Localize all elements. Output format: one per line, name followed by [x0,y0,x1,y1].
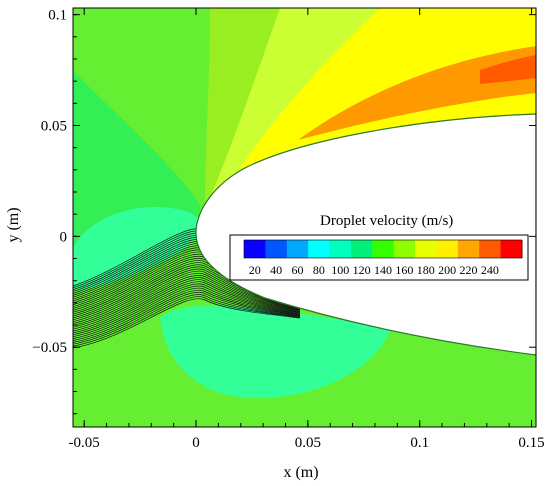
x-tick-label: 0 [192,435,200,451]
legend-labels: 20 40 60 80 100 120 140 160 180 200 220 240 [249,263,499,277]
field-upper-core-edge [480,55,536,84]
field-stagnation-bubble [73,206,202,290]
legend-swatch [372,240,395,258]
droplet-trajectory [73,291,301,343]
droplet-trajectory [73,283,301,336]
droplet-trajectory [73,289,301,341]
y-tick-label: 0 [60,229,68,245]
x-tick-label: 0.1 [410,435,429,451]
y-axis: −0.05 0 0.05 0.1 [32,8,536,415]
field-upper-band-3 [240,8,536,168]
droplet-trajectory [73,298,301,349]
y-tick-label: 0.05 [41,118,67,134]
droplet-trajectory [73,294,301,345]
legend-label: 20 [249,263,261,277]
legend: Droplet velocity (m/s) 20 40 60 80 100 120 140… [229,213,529,281]
legend-label: 80 [313,263,325,277]
legend-swatch [500,240,523,258]
droplet-trajectory [73,272,301,326]
droplet-trajectory [73,281,301,334]
droplet-trajectory [73,296,301,347]
legend-swatch [265,240,288,258]
x-axis: -0.05 0 0.05 0.1 0.15 [69,8,545,451]
x-tick-label: 0.15 [518,435,544,451]
legend-label: 60 [291,263,303,277]
legend-label: 220 [460,263,478,277]
y-tick-label: −0.05 [32,340,67,356]
plot-frame [72,7,537,428]
legend-label: 40 [270,263,282,277]
velocity-field [73,8,536,427]
legend-title: Droplet velocity (m/s) [320,213,453,229]
legend-label: 200 [438,263,456,277]
legend-swatch [436,240,459,258]
legend-swatch [244,240,266,258]
droplet-trajectory [73,275,301,328]
legend-label: 160 [395,263,413,277]
droplet-trajectory [73,279,301,332]
legend-label: 140 [374,263,392,277]
x-tick-label: 0.05 [295,435,321,451]
legend-swatch [286,240,309,258]
legend-swatches [243,239,523,259]
droplet-trajectory [73,266,301,321]
legend-label: 240 [481,263,499,277]
droplet-trajectory [73,270,301,324]
legend-label: 180 [417,263,435,277]
droplet-trajectory [73,285,301,338]
legend-label: 120 [353,263,371,277]
legend-label: 100 [331,263,349,277]
legend-swatch [457,240,480,258]
y-tick-label: 0.1 [48,8,67,24]
legend-swatch [393,240,416,258]
x-tick-label: -0.05 [69,435,100,451]
legend-bar-outline [243,239,523,259]
legend-swatch [350,240,373,258]
droplet-trajectory [73,287,301,339]
field-stagnation-lower [160,305,390,399]
legend-swatch [415,240,437,258]
y-axis-title: y (m) [5,207,22,242]
legend-swatch [479,240,502,258]
droplet-trajectory [73,268,301,323]
legend-swatch [308,240,331,258]
droplet-trajectory [73,277,301,330]
field-upper-core [298,46,536,140]
x-axis-title: x (m) [283,464,318,481]
legend-swatch [329,240,352,258]
